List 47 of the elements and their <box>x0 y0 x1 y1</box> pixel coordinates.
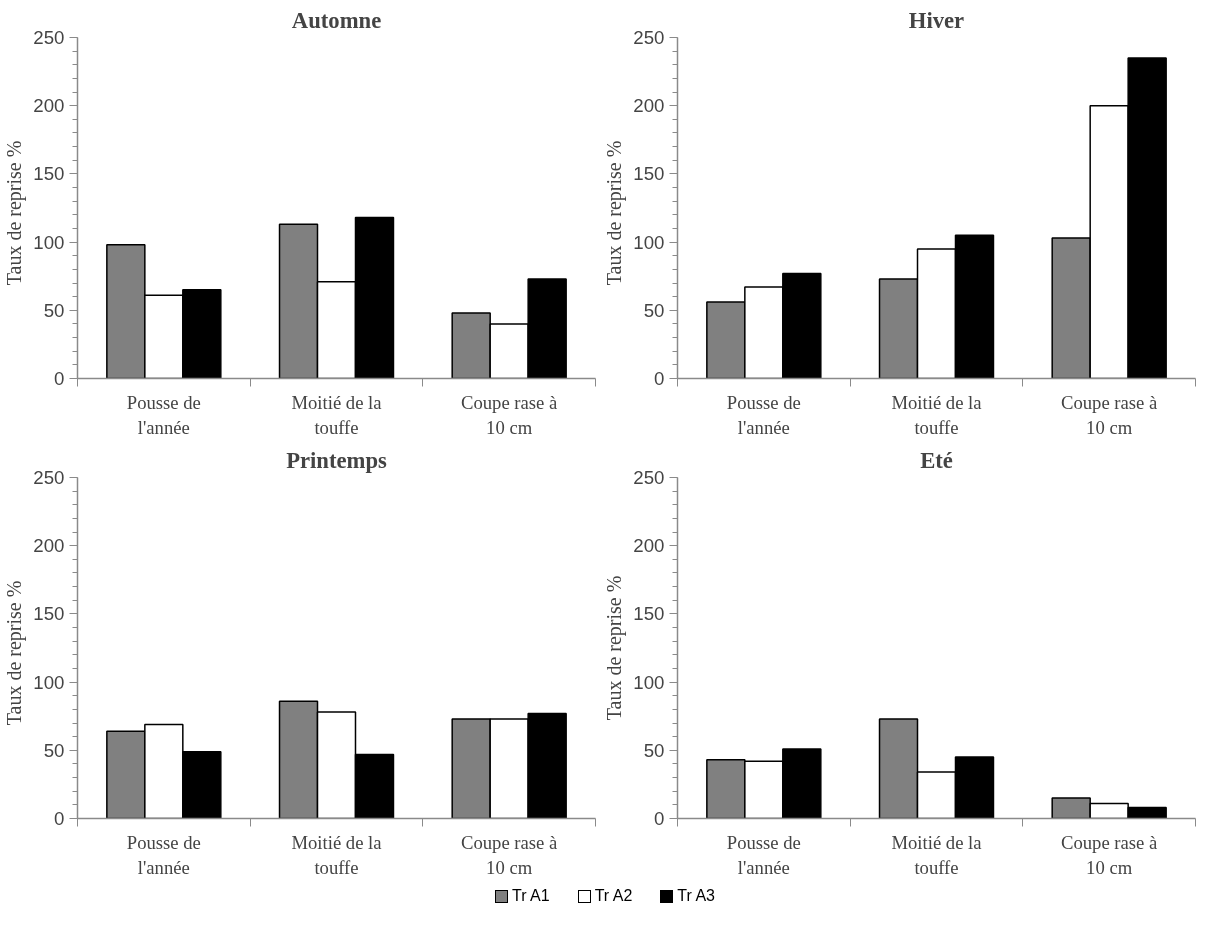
y-tick-label: 200 <box>33 95 65 117</box>
y-tick-label: 250 <box>33 467 65 488</box>
y-tick-label: 0 <box>654 808 665 829</box>
y-tick-label: 150 <box>633 603 665 625</box>
y-tick-label: 100 <box>33 231 65 253</box>
y-tick-label: 250 <box>633 467 665 488</box>
y-tick-label: 100 <box>633 231 665 253</box>
x-tick-label: Pousse de l'année <box>726 391 801 438</box>
legend-label: Tr A2 <box>593 887 633 904</box>
x-tick-label: Moitié de la touffe <box>291 391 383 438</box>
y-tick-label: 0 <box>654 368 665 389</box>
y-axis-title: Taux de reprise % <box>3 140 27 286</box>
x-tick-label: Coupe rase à 10 cm <box>1060 831 1159 878</box>
legend-label: Tr A3 <box>676 887 715 904</box>
x-tick-label: Moitié de la touffe <box>891 831 983 878</box>
x-tick-label: Pousse de l'année <box>726 831 801 878</box>
x-tick-label: Coupe rase à 10 cm <box>460 391 559 438</box>
y-tick-label: 150 <box>33 603 65 625</box>
x-tick-label: Moitié de la touffe <box>891 391 983 438</box>
y-tick-label: 150 <box>33 163 65 185</box>
y-tick-label: 200 <box>33 535 65 557</box>
y-tick-label: 100 <box>33 671 65 693</box>
chart-title: Eté <box>920 447 953 473</box>
x-tick-label: Moitié de la touffe <box>291 831 383 878</box>
x-tick-label: Coupe rase à 10 cm <box>1060 391 1159 438</box>
y-tick-label: 50 <box>43 299 65 321</box>
y-tick-label: 200 <box>633 95 665 117</box>
y-tick-label: 50 <box>43 739 65 761</box>
chart-title: Automne <box>291 7 382 33</box>
y-tick-label: 50 <box>643 739 665 761</box>
chart-title: Hiver <box>908 7 965 33</box>
y-tick-label: 250 <box>633 27 665 48</box>
y-tick-label: 0 <box>54 368 65 389</box>
y-tick-label: 250 <box>33 27 65 48</box>
y-tick-label: 0 <box>54 808 65 829</box>
y-tick-label: 150 <box>633 163 665 185</box>
x-tick-label: Coupe rase à 10 cm <box>460 831 559 878</box>
y-axis-title: Taux de reprise % <box>603 140 627 286</box>
y-tick-label: 50 <box>643 299 665 321</box>
chart-title: Printemps <box>286 447 388 473</box>
y-axis-title: Taux de reprise % <box>3 580 27 726</box>
x-tick-label: Pousse de l'année <box>126 831 201 878</box>
y-tick-label: 100 <box>633 671 665 693</box>
x-tick-label: Pousse de l'année <box>126 391 201 438</box>
y-tick-label: 200 <box>633 535 665 557</box>
legend-label: Tr A1 <box>511 887 550 904</box>
y-axis-title: Taux de reprise % <box>603 575 627 721</box>
